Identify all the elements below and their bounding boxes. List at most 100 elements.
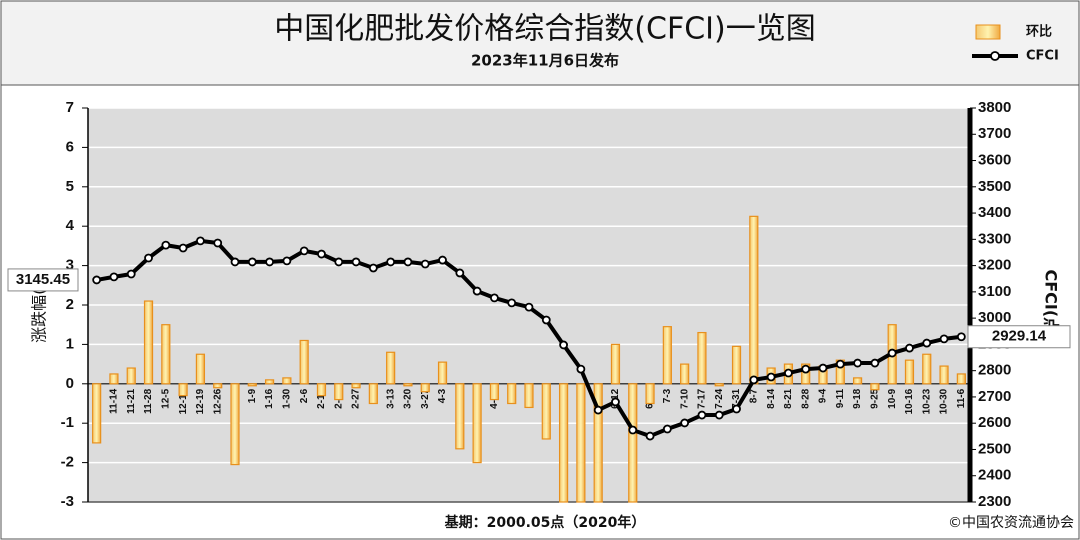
cfci-point [472, 286, 482, 296]
x-tick-label: 11-21 [126, 388, 137, 413]
x-tick-label: 2-27 [351, 388, 362, 408]
x-tick-label: 4-3 [437, 388, 448, 403]
cfci-point [299, 246, 309, 256]
bar [178, 383, 188, 397]
bar [610, 343, 621, 385]
legend: 环比 CFCI [972, 24, 1059, 64]
chart-subtitle: 2023年11月6日发布 [471, 52, 619, 70]
bar [939, 365, 949, 385]
value-label-box [7, 268, 79, 292]
bar [680, 363, 690, 385]
bar [264, 379, 275, 385]
bar [299, 339, 309, 385]
x-tick-label: 11-6 [956, 388, 967, 408]
bar [489, 383, 500, 401]
y2-tick-label: 3600 [978, 152, 1011, 169]
x-tick-label: 3-27 [420, 388, 431, 408]
legend-label: 环比 [1026, 24, 1052, 40]
y2-tick-label: 2800 [978, 362, 1011, 379]
y-tick-label: 2 [66, 296, 74, 313]
cfci-point [853, 358, 862, 368]
cfci-point [784, 368, 793, 378]
bar [368, 383, 378, 405]
cfci-point [230, 257, 240, 267]
value-label-box [967, 325, 1071, 349]
x-tick-label: 1-9 [247, 388, 258, 403]
cfci-point [144, 253, 153, 263]
bar [437, 361, 448, 385]
x-tick-label: 1-16 [264, 388, 275, 408]
cfci-point [905, 343, 914, 353]
cfci-point [109, 272, 119, 282]
bar [247, 383, 257, 387]
cfci-point [611, 397, 620, 407]
legend-marker [990, 51, 1000, 61]
y2-axis-title: CFCI(点) [1042, 270, 1061, 341]
y2-tick-label: 3400 [978, 204, 1011, 221]
bar [507, 383, 517, 405]
cfci-point [351, 257, 361, 267]
source: ©中国农资流通协会 [948, 515, 1074, 531]
y2-tick-label: 3100 [978, 283, 1011, 300]
bar [558, 383, 569, 503]
bar [161, 324, 171, 385]
cfci-point [507, 298, 517, 308]
x-tick-label: 8-28 [800, 388, 811, 408]
bar [230, 383, 240, 466]
bar [904, 359, 915, 385]
bar [628, 383, 638, 503]
bar [92, 383, 102, 444]
x-tick-label: 12-12 [178, 388, 189, 414]
legend-swatch [975, 24, 1001, 40]
y2-tick-label: 3200 [978, 257, 1011, 274]
bar [334, 383, 344, 401]
x-tick-label: 3-13 [385, 388, 396, 408]
footnote: 基期：2000.05点（2020年） [445, 514, 646, 531]
bar [541, 383, 551, 440]
x-tick-label: 12-5 [160, 388, 171, 408]
cfci-point [645, 431, 655, 441]
x-tick-label: 9-4 [818, 388, 829, 403]
value-label: 2929.14 [992, 328, 1047, 345]
cfci-point [593, 405, 603, 415]
cfci-point [714, 410, 724, 420]
bar [922, 353, 932, 385]
bar [645, 383, 655, 405]
cfci-point [541, 315, 551, 325]
y2-tick-label: 2300 [978, 493, 1011, 510]
cfci-point [922, 338, 932, 348]
y-tick-label: 7 [66, 99, 74, 116]
header-band [0, 0, 1080, 86]
cfci-point [576, 364, 586, 374]
x-tick-label: 10-16 [904, 388, 915, 414]
bar [386, 351, 396, 385]
cfci-point [403, 257, 413, 267]
y2-tick-label: 3000 [978, 309, 1011, 326]
cfci-point [680, 418, 690, 428]
cfci-point [247, 257, 257, 267]
cfci-point [438, 255, 447, 265]
cfci-point [265, 257, 274, 267]
bar [403, 383, 413, 387]
x-tick-label: 8-21 [783, 388, 794, 408]
x-tick-label: 7-17 [697, 388, 708, 408]
cfci-point [92, 275, 102, 285]
x-tick-label: 11-14 [109, 388, 120, 413]
cfci-point [697, 410, 707, 420]
cfci-point [956, 332, 966, 342]
y-tick-label: 3 [66, 257, 74, 274]
bar [351, 383, 361, 389]
bar [714, 383, 724, 387]
legend-label: CFCI [1026, 49, 1059, 64]
cfci-point [213, 238, 223, 248]
x-tick-label: 7-3 [662, 388, 673, 403]
bar [213, 383, 223, 389]
x-tick-label: 10-23 [921, 388, 932, 414]
cfci-point [749, 375, 759, 385]
cfci-point [887, 348, 897, 358]
cfci-point [455, 268, 465, 278]
bar [749, 215, 759, 385]
cfci-point [801, 364, 811, 374]
x-tick-label: 1-30 [282, 388, 293, 408]
bar [109, 373, 119, 385]
